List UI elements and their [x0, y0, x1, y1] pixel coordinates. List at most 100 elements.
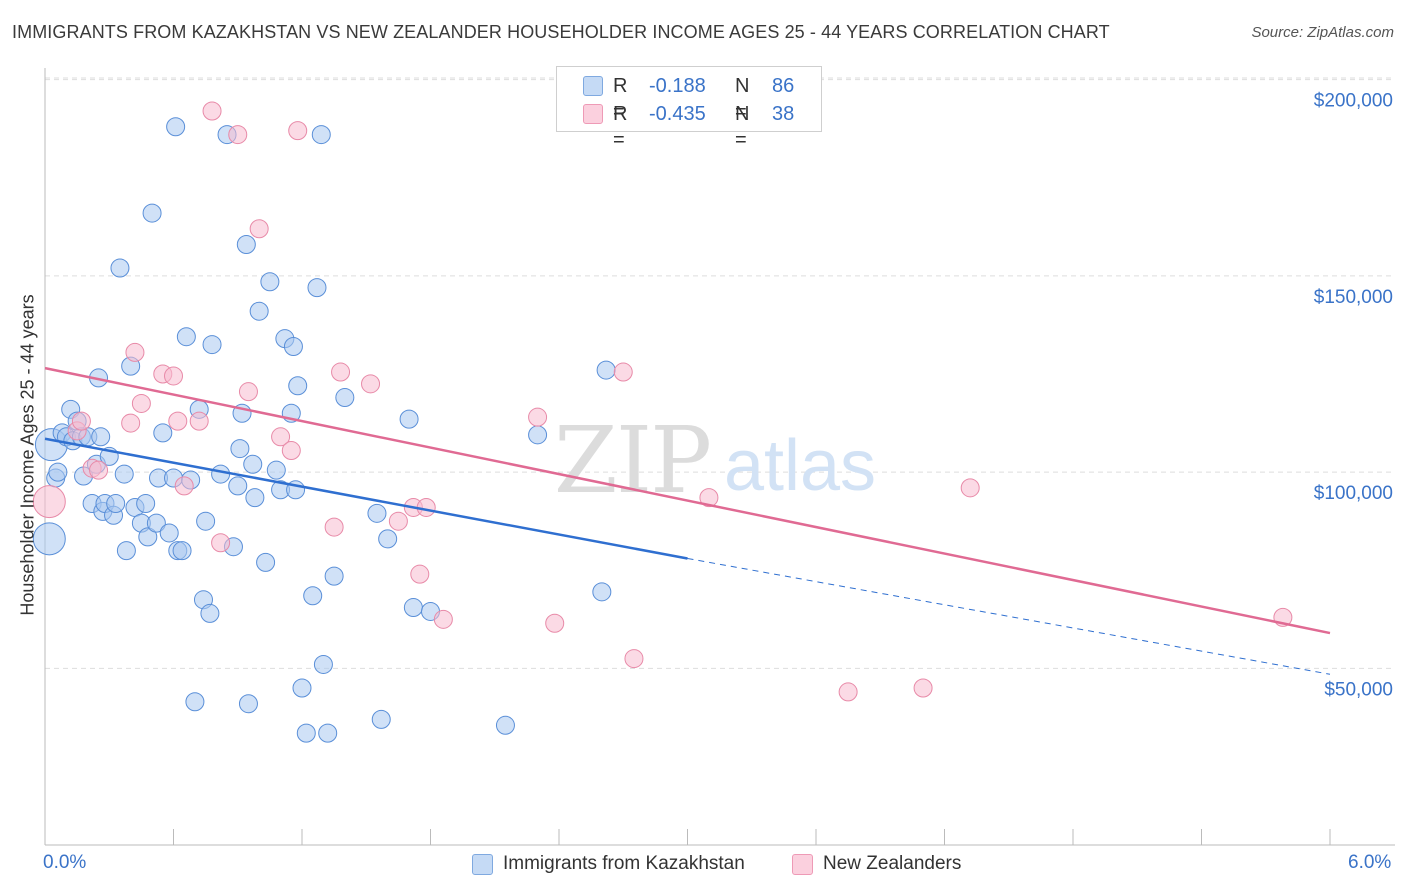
- point-kazakhstan: [142, 203, 162, 223]
- legend-r-label: R =: [613, 75, 628, 123]
- point-kazakhstan: [228, 476, 248, 496]
- point-kazakhstan: [138, 527, 158, 547]
- legend-r-value: -0.188: [649, 75, 706, 97]
- legend-n-value: 86: [772, 75, 795, 97]
- point-newzealanders: [164, 366, 183, 386]
- legend-swatch-pink: [583, 104, 603, 124]
- trend-line-kazakhstan-extrapolated: [687, 557, 1331, 675]
- point-kazakhstan: [238, 694, 258, 714]
- trend-line-newzealanders: [44, 366, 1331, 635]
- watermark-zip: ZIP: [554, 407, 710, 514]
- point-kazakhstan: [146, 513, 166, 533]
- point-newzealanders: [288, 121, 308, 141]
- point-kazakhstan: [528, 425, 548, 445]
- series-kazakhstan-points: [32, 117, 616, 743]
- y-axis-label: Householder Income Ages 25 - 44 years: [17, 294, 38, 616]
- point-kazakhstan: [32, 522, 66, 556]
- point-kazakhstan: [116, 541, 136, 561]
- point-kazakhstan: [176, 327, 196, 347]
- point-newzealanders: [281, 441, 301, 461]
- correlation-legend: R = -0.188 N = 86 R = -0.435 N = 38: [556, 66, 822, 151]
- point-newzealanders: [528, 407, 548, 427]
- point-kazakhstan: [311, 125, 331, 145]
- trend-line-kazakhstan: [44, 437, 688, 560]
- point-kazakhstan: [114, 464, 134, 484]
- point-newzealanders: [410, 564, 430, 584]
- series-newzealanders-points: [32, 101, 1293, 702]
- point-kazakhstan: [303, 586, 323, 606]
- point-newzealanders: [960, 478, 980, 498]
- y-tick-label: $200,000: [1314, 91, 1393, 112]
- point-kazakhstan: [245, 488, 265, 508]
- point-kazakhstan: [495, 715, 515, 735]
- point-kazakhstan: [313, 654, 333, 674]
- point-kazakhstan: [185, 692, 205, 712]
- point-newzealanders: [249, 219, 269, 239]
- bottom-legend-swatch-pink: [792, 854, 813, 875]
- bottom-legend-label: New Zealanders: [823, 853, 962, 874]
- chart-title: IMMIGRANTS FROM KAZAKHSTAN VS NEW ZEALAN…: [12, 22, 1110, 42]
- point-newzealanders: [189, 411, 209, 431]
- legend-r-value: -0.435: [649, 103, 706, 125]
- point-kazakhstan: [243, 454, 263, 474]
- point-kazakhstan: [136, 494, 156, 514]
- chart-source: Source: ZipAtlas.com: [1251, 24, 1394, 41]
- legend-n-label: N =: [735, 103, 750, 151]
- point-kazakhstan: [91, 427, 111, 447]
- point-newzealanders: [331, 362, 351, 382]
- point-newzealanders: [433, 609, 453, 629]
- bottom-legend-swatch-blue: [472, 854, 493, 875]
- x-tick-label-min: 0.0%: [43, 852, 87, 873]
- y-tick-label: $50,000: [1324, 679, 1393, 700]
- point-kazakhstan: [318, 723, 338, 743]
- point-newzealanders: [838, 682, 858, 702]
- point-kazakhstan: [266, 460, 286, 480]
- point-kazakhstan: [403, 598, 423, 618]
- point-newzealanders: [699, 488, 719, 508]
- point-kazakhstan: [367, 503, 387, 523]
- point-kazakhstan: [236, 234, 256, 254]
- point-newzealanders: [121, 413, 141, 433]
- point-newzealanders: [624, 649, 644, 669]
- point-kazakhstan: [106, 494, 126, 514]
- point-newzealanders: [238, 382, 258, 402]
- point-kazakhstan: [110, 258, 130, 278]
- point-kazakhstan: [202, 335, 222, 355]
- point-newzealanders: [913, 678, 933, 698]
- y-tick-labels: $50,000 $100,000 $150,000 $200,000: [1314, 91, 1393, 701]
- point-newzealanders: [211, 533, 231, 553]
- point-kazakhstan: [371, 709, 391, 729]
- point-kazakhstan: [200, 603, 220, 623]
- point-kazakhstan: [378, 529, 398, 549]
- gridlines: [45, 77, 1395, 669]
- point-kazakhstan: [324, 566, 344, 586]
- point-newzealanders: [131, 393, 151, 413]
- point-newzealanders: [545, 613, 565, 633]
- watermark: ZIP atlas: [554, 407, 876, 514]
- point-kazakhstan: [307, 278, 327, 298]
- point-kazakhstan: [292, 678, 312, 698]
- point-newzealanders: [89, 460, 109, 480]
- point-kazakhstan: [296, 723, 316, 743]
- point-newzealanders: [324, 517, 344, 537]
- point-kazakhstan: [335, 388, 355, 408]
- y-tick-label: $150,000: [1314, 287, 1393, 308]
- point-kazakhstan: [249, 301, 269, 321]
- legend-swatch-blue: [583, 76, 603, 96]
- point-kazakhstan: [260, 272, 280, 292]
- point-kazakhstan: [596, 360, 616, 380]
- point-newzealanders: [613, 362, 633, 382]
- point-kazakhstan: [211, 464, 231, 484]
- point-kazakhstan: [153, 423, 173, 443]
- legend-n-label: N =: [735, 75, 750, 123]
- y-tick-label: $100,000: [1314, 483, 1393, 504]
- point-newzealanders: [32, 485, 66, 519]
- point-kazakhstan: [159, 523, 179, 543]
- point-newzealanders: [228, 125, 248, 145]
- watermark-atlas: atlas: [724, 426, 876, 506]
- point-kazakhstan: [230, 439, 250, 459]
- point-newzealanders: [168, 411, 188, 431]
- bottom-legend-label: Immigrants from Kazakhstan: [503, 853, 745, 874]
- point-newzealanders: [388, 511, 408, 531]
